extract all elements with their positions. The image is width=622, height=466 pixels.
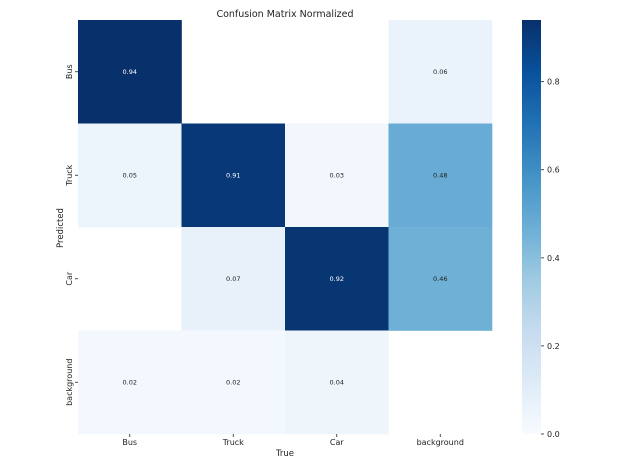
colorbar-tick-label: 0.2 bbox=[547, 342, 560, 351]
cell-value-label: 0.48 bbox=[433, 171, 447, 179]
heatmap-cell-3-1 bbox=[181, 330, 286, 435]
colorbar-tick-label: 0.6 bbox=[547, 166, 560, 175]
heatmap-cell-0-3 bbox=[388, 20, 493, 124]
cell-value-label: 0.94 bbox=[123, 68, 137, 76]
heatmap-cell-0-0 bbox=[78, 20, 182, 124]
cell-value-label: 0.92 bbox=[330, 275, 344, 283]
heatmap-cell-1-0 bbox=[78, 123, 182, 228]
cell-value-label: 0.05 bbox=[123, 171, 137, 179]
heatmap-cell-1-3 bbox=[388, 123, 493, 228]
heatmap-cells bbox=[78, 20, 493, 435]
heatmap-cell-3-0 bbox=[78, 330, 182, 435]
heatmap-cell-2-2 bbox=[285, 227, 389, 331]
cell-value-label: 0.91 bbox=[226, 171, 240, 179]
y-axis-ticks: Bus Truck Car background bbox=[65, 64, 78, 406]
y-tick-label: Car bbox=[65, 271, 74, 285]
x-tick-label: background bbox=[417, 438, 464, 447]
x-tick-label: Truck bbox=[222, 438, 244, 447]
heatmap-cell-2-1 bbox=[181, 227, 286, 331]
y-tick-label: Truck bbox=[65, 164, 74, 186]
y-tick-label: Bus bbox=[65, 64, 74, 79]
heatmap-cell-2-3 bbox=[388, 227, 493, 331]
x-tick-label: Bus bbox=[122, 438, 137, 447]
x-tick-label: Car bbox=[330, 438, 344, 447]
heatmap-cell-1-2 bbox=[285, 123, 389, 228]
cell-value-label: 0.02 bbox=[123, 378, 137, 386]
chart-title: Confusion Matrix Normalized bbox=[216, 9, 353, 20]
heatmap-cell-3-2 bbox=[285, 330, 389, 435]
heatmap-cell-1-1 bbox=[181, 123, 286, 228]
cell-value-label: 0.06 bbox=[433, 68, 447, 76]
heatmap-cell-labels: 0.94 0.06 0.05 0.91 0.03 0.48 0.07 0.92 0.46 0.02… bbox=[123, 68, 448, 387]
colorbar-tick-label: 0.8 bbox=[547, 78, 560, 87]
cell-value-label: 0.04 bbox=[330, 378, 344, 386]
colorbar-tick-label: 0.0 bbox=[547, 430, 560, 439]
x-axis-ticks: Bus Truck Car background bbox=[122, 434, 464, 447]
y-tick-label: background bbox=[65, 359, 74, 406]
x-axis-label: True bbox=[275, 449, 294, 459]
colorbar-tick-label: 0.4 bbox=[547, 254, 560, 263]
colorbar bbox=[522, 20, 541, 434]
cell-value-label: 0.46 bbox=[433, 275, 447, 283]
cell-value-label: 0.02 bbox=[226, 378, 240, 386]
cell-value-label: 0.07 bbox=[226, 275, 240, 283]
colorbar-ticks: 0.0 0.2 0.4 0.6 0.8 bbox=[541, 78, 560, 439]
y-axis-label: Predicted bbox=[56, 208, 66, 248]
cell-value-label: 0.03 bbox=[330, 171, 344, 179]
